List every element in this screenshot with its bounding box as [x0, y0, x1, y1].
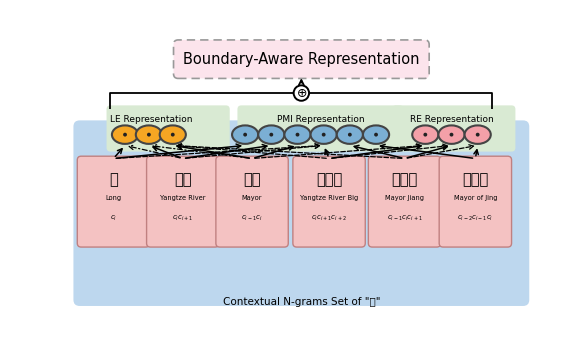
Ellipse shape	[363, 125, 389, 144]
FancyBboxPatch shape	[77, 156, 150, 247]
Ellipse shape	[258, 125, 285, 144]
Ellipse shape	[232, 125, 258, 144]
FancyBboxPatch shape	[392, 105, 516, 152]
Text: Yangtze River: Yangtze River	[160, 195, 206, 201]
Text: Contextual N-grams Set of "长": Contextual N-grams Set of "长"	[223, 297, 380, 307]
Text: Mayor: Mayor	[242, 195, 262, 201]
Circle shape	[423, 133, 427, 137]
Circle shape	[348, 133, 352, 137]
Circle shape	[476, 133, 480, 137]
FancyBboxPatch shape	[368, 156, 441, 247]
FancyBboxPatch shape	[74, 120, 529, 306]
Circle shape	[123, 133, 127, 137]
FancyBboxPatch shape	[238, 105, 404, 152]
Circle shape	[243, 133, 247, 137]
Circle shape	[296, 133, 299, 137]
Text: 长江: 长江	[174, 172, 192, 188]
Text: $c_ic_{i+1}c_{i+2}$: $c_ic_{i+1}c_{i+2}$	[311, 214, 347, 223]
Ellipse shape	[465, 125, 491, 144]
Text: $c_i$: $c_i$	[110, 214, 117, 223]
Ellipse shape	[310, 125, 337, 144]
Text: PMI Representation: PMI Representation	[277, 115, 365, 124]
Ellipse shape	[337, 125, 363, 144]
Text: 长江大: 长江大	[316, 172, 342, 188]
Text: $\oplus$: $\oplus$	[296, 87, 307, 100]
Text: 长: 长	[109, 172, 118, 188]
Circle shape	[374, 133, 378, 137]
Ellipse shape	[285, 125, 310, 144]
Text: Yangtze River Big: Yangtze River Big	[300, 195, 358, 201]
FancyBboxPatch shape	[216, 156, 288, 247]
Ellipse shape	[136, 125, 162, 144]
FancyBboxPatch shape	[106, 105, 230, 152]
FancyBboxPatch shape	[439, 156, 512, 247]
Circle shape	[293, 86, 309, 101]
FancyBboxPatch shape	[173, 40, 429, 78]
Text: RE Representation: RE Representation	[410, 115, 494, 124]
FancyBboxPatch shape	[146, 156, 219, 247]
FancyBboxPatch shape	[293, 156, 365, 247]
Ellipse shape	[160, 125, 186, 144]
Circle shape	[269, 133, 273, 137]
Text: 京市长: 京市长	[462, 172, 489, 188]
Text: $c_{i-2}c_{i-1}c_i$: $c_{i-2}c_{i-1}c_i$	[457, 214, 493, 223]
Text: Boundary-Aware Representation: Boundary-Aware Representation	[183, 52, 420, 67]
Text: $c_{i-1}c_i$: $c_{i-1}c_i$	[241, 214, 263, 223]
Circle shape	[450, 133, 453, 137]
Text: Long: Long	[105, 195, 122, 201]
Text: Mayor of Jing: Mayor of Jing	[453, 195, 497, 201]
Text: 市长江: 市长江	[392, 172, 417, 188]
Ellipse shape	[412, 125, 439, 144]
Text: LE Representation: LE Representation	[110, 115, 192, 124]
Ellipse shape	[439, 125, 465, 144]
Circle shape	[171, 133, 175, 137]
Text: 市长: 市长	[243, 172, 261, 188]
Ellipse shape	[112, 125, 138, 144]
Circle shape	[322, 133, 326, 137]
Circle shape	[147, 133, 151, 137]
Text: $c_{i-1}c_ic_{i+1}$: $c_{i-1}c_ic_{i+1}$	[387, 214, 422, 223]
Text: Mayor Jiang: Mayor Jiang	[385, 195, 424, 201]
Text: $c_ic_{i+1}$: $c_ic_{i+1}$	[172, 214, 193, 223]
